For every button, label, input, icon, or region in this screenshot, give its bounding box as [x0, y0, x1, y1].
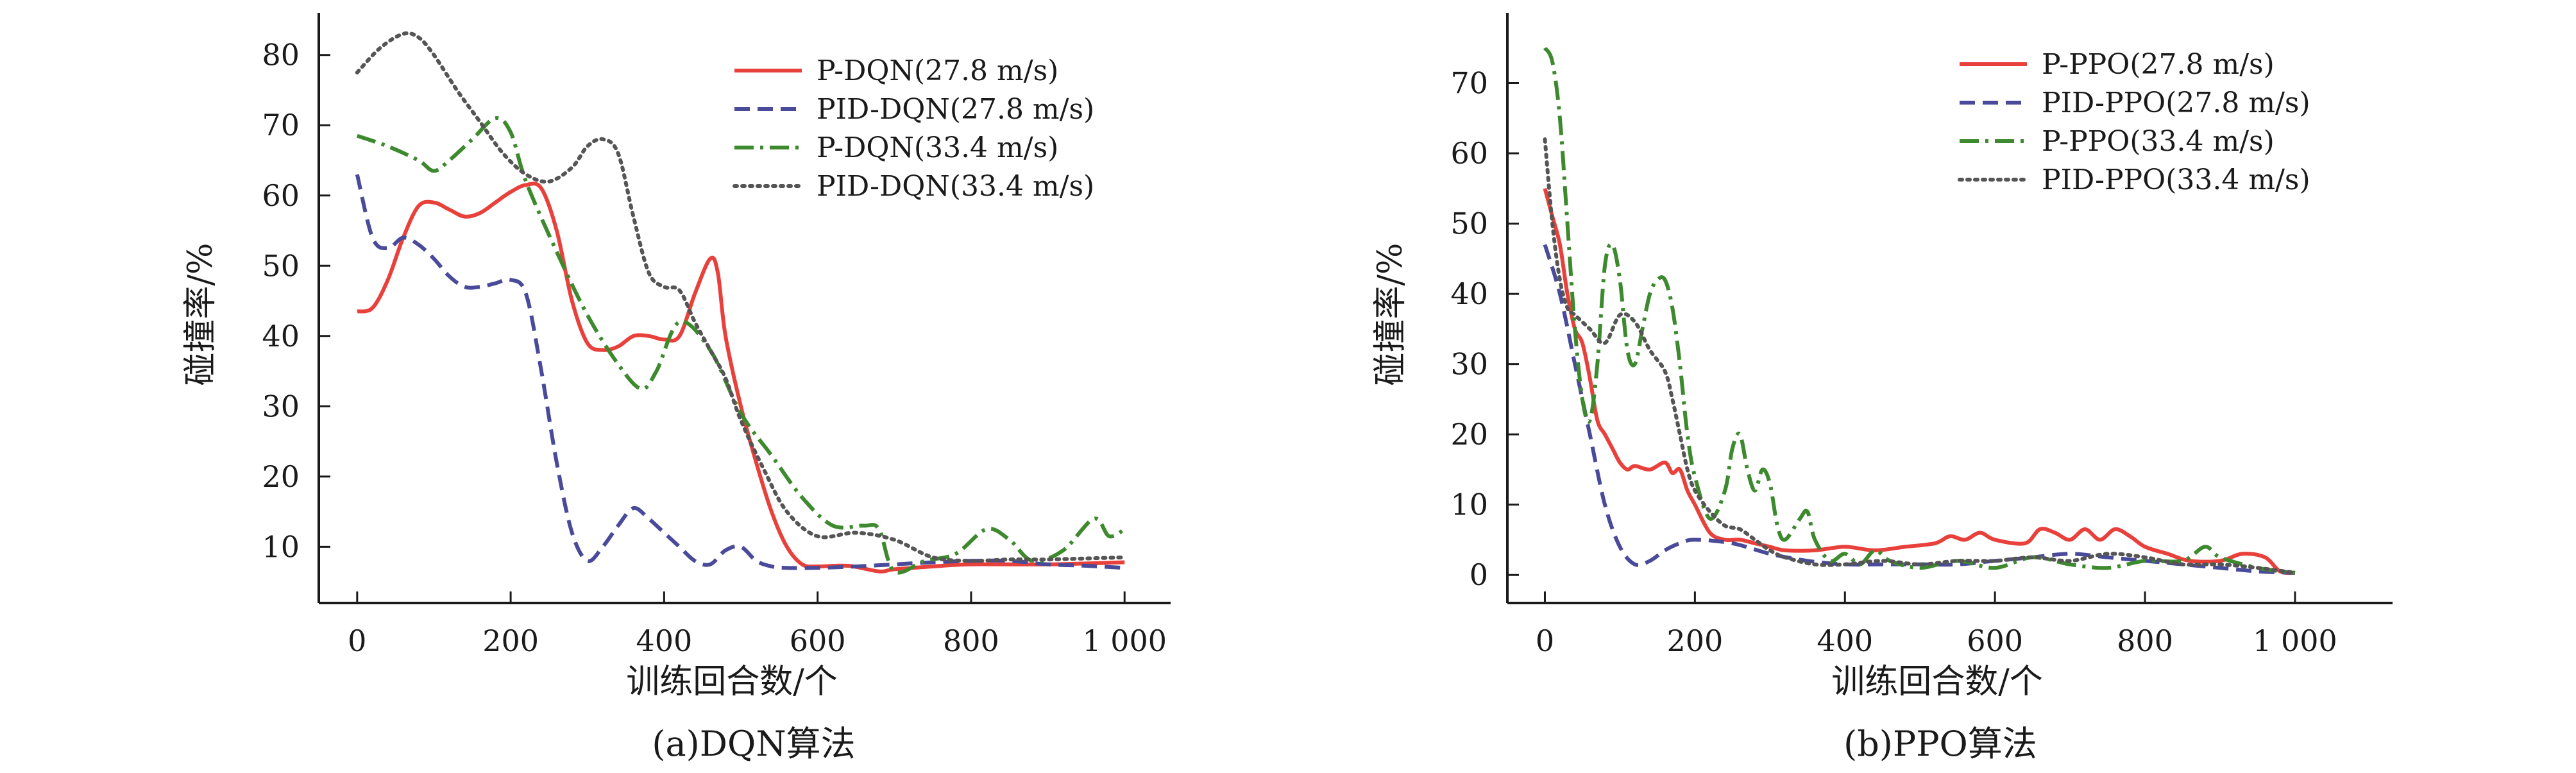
- y-tick-label: 70: [1450, 66, 1488, 101]
- x-tick-label: 400: [636, 624, 692, 658]
- panel-caption: (a)DQN算法: [652, 724, 855, 764]
- panel-dqn: (a)DQN算法 0 200 400 600 800 1 000 10 20 30 40 50 60 7…: [182, 13, 1171, 764]
- y-tick-label: 0: [1470, 557, 1488, 592]
- series-line-p-dqn-27-8-m-s: [357, 182, 1125, 573]
- x-tick-label: 600: [790, 624, 846, 658]
- y-tick-label: 20: [262, 459, 300, 494]
- y-tick-label: 10: [262, 529, 300, 564]
- x-tick-label: 600: [1967, 624, 2023, 658]
- legend-label: P-PPO(33.4 m/s): [2042, 125, 2275, 158]
- legend-label: PID-PPO(27.8 m/s): [2042, 87, 2310, 119]
- x-tick-label: 0: [348, 624, 366, 658]
- x-tick-label: 1 000: [1082, 624, 1167, 658]
- y-tick-label: 10: [1450, 488, 1488, 522]
- x-tick-label: 400: [1817, 624, 1873, 658]
- y-tick-label: 60: [262, 178, 300, 213]
- y-tick-label: 40: [262, 319, 300, 353]
- y-tick-label: 60: [1450, 136, 1488, 171]
- y-tick-label: 40: [1450, 276, 1488, 311]
- legend-label: P-DQN(33.4 m/s): [817, 132, 1058, 164]
- legend-label: PID-DQN(27.8 m/s): [817, 93, 1094, 126]
- legend: P-DQN(27.8 m/s) PID-DQN(27.8 m/s) P-DQN(33…: [733, 55, 1094, 203]
- y-tick-label: 50: [1450, 207, 1488, 241]
- x-tick-label: 200: [482, 624, 539, 658]
- x-tick-label: 1 000: [2253, 624, 2337, 658]
- legend-label: P-DQN(27.8 m/s): [817, 55, 1058, 87]
- x-tick-label: 800: [2117, 624, 2173, 658]
- panel-caption: (b)PPO算法: [1843, 724, 2037, 764]
- x-axis-label: 训练回合数/个: [1831, 663, 2043, 701]
- series-line-p-ppo-33-4-m-s: [1543, 47, 2296, 575]
- y-tick-label: 30: [262, 389, 300, 423]
- y-tick-label: 70: [262, 108, 300, 142]
- series-line-pid-dqn-33-4-m-s: [355, 31, 1127, 563]
- x-tick-label: 800: [943, 624, 999, 658]
- series-line-p-dqn-33-4-m-s: [356, 116, 1126, 575]
- panel-ppo: (b)PPO算法 0 200 400 600 800 1 000 0 10 20 30 40 50 60…: [1371, 13, 2393, 764]
- series-line-pid-dqn-27-8-m-s: [355, 174, 1125, 570]
- legend: P-PPO(27.8 m/s) PID-PPO(27.8 m/s) P-PPO(33…: [1958, 48, 2310, 196]
- series-line-pid-ppo-27-8-m-s: [1543, 244, 2296, 575]
- y-tick-label: 20: [1450, 417, 1488, 452]
- y-tick-label: 80: [262, 38, 300, 72]
- y-tick-label: 30: [1450, 347, 1488, 382]
- y-axis-label: 碰撞率/%: [1371, 243, 1410, 386]
- legend-label: PID-DQN(33.4 m/s): [817, 170, 1094, 203]
- series-line-pid-ppo-33-4-m-s: [1543, 137, 2297, 575]
- x-tick-label: 200: [1666, 624, 1723, 658]
- y-axis-label: 碰撞率/%: [182, 243, 220, 386]
- x-axis-label: 训练回合数/个: [626, 663, 838, 701]
- y-tick-label: 50: [262, 248, 300, 283]
- legend-label: PID-PPO(33.4 m/s): [2042, 164, 2310, 196]
- legend-label: P-PPO(27.8 m/s): [2042, 48, 2275, 81]
- x-tick-label: 0: [1536, 624, 1554, 658]
- series-line-p-ppo-27-8-m-s: [1543, 188, 2296, 575]
